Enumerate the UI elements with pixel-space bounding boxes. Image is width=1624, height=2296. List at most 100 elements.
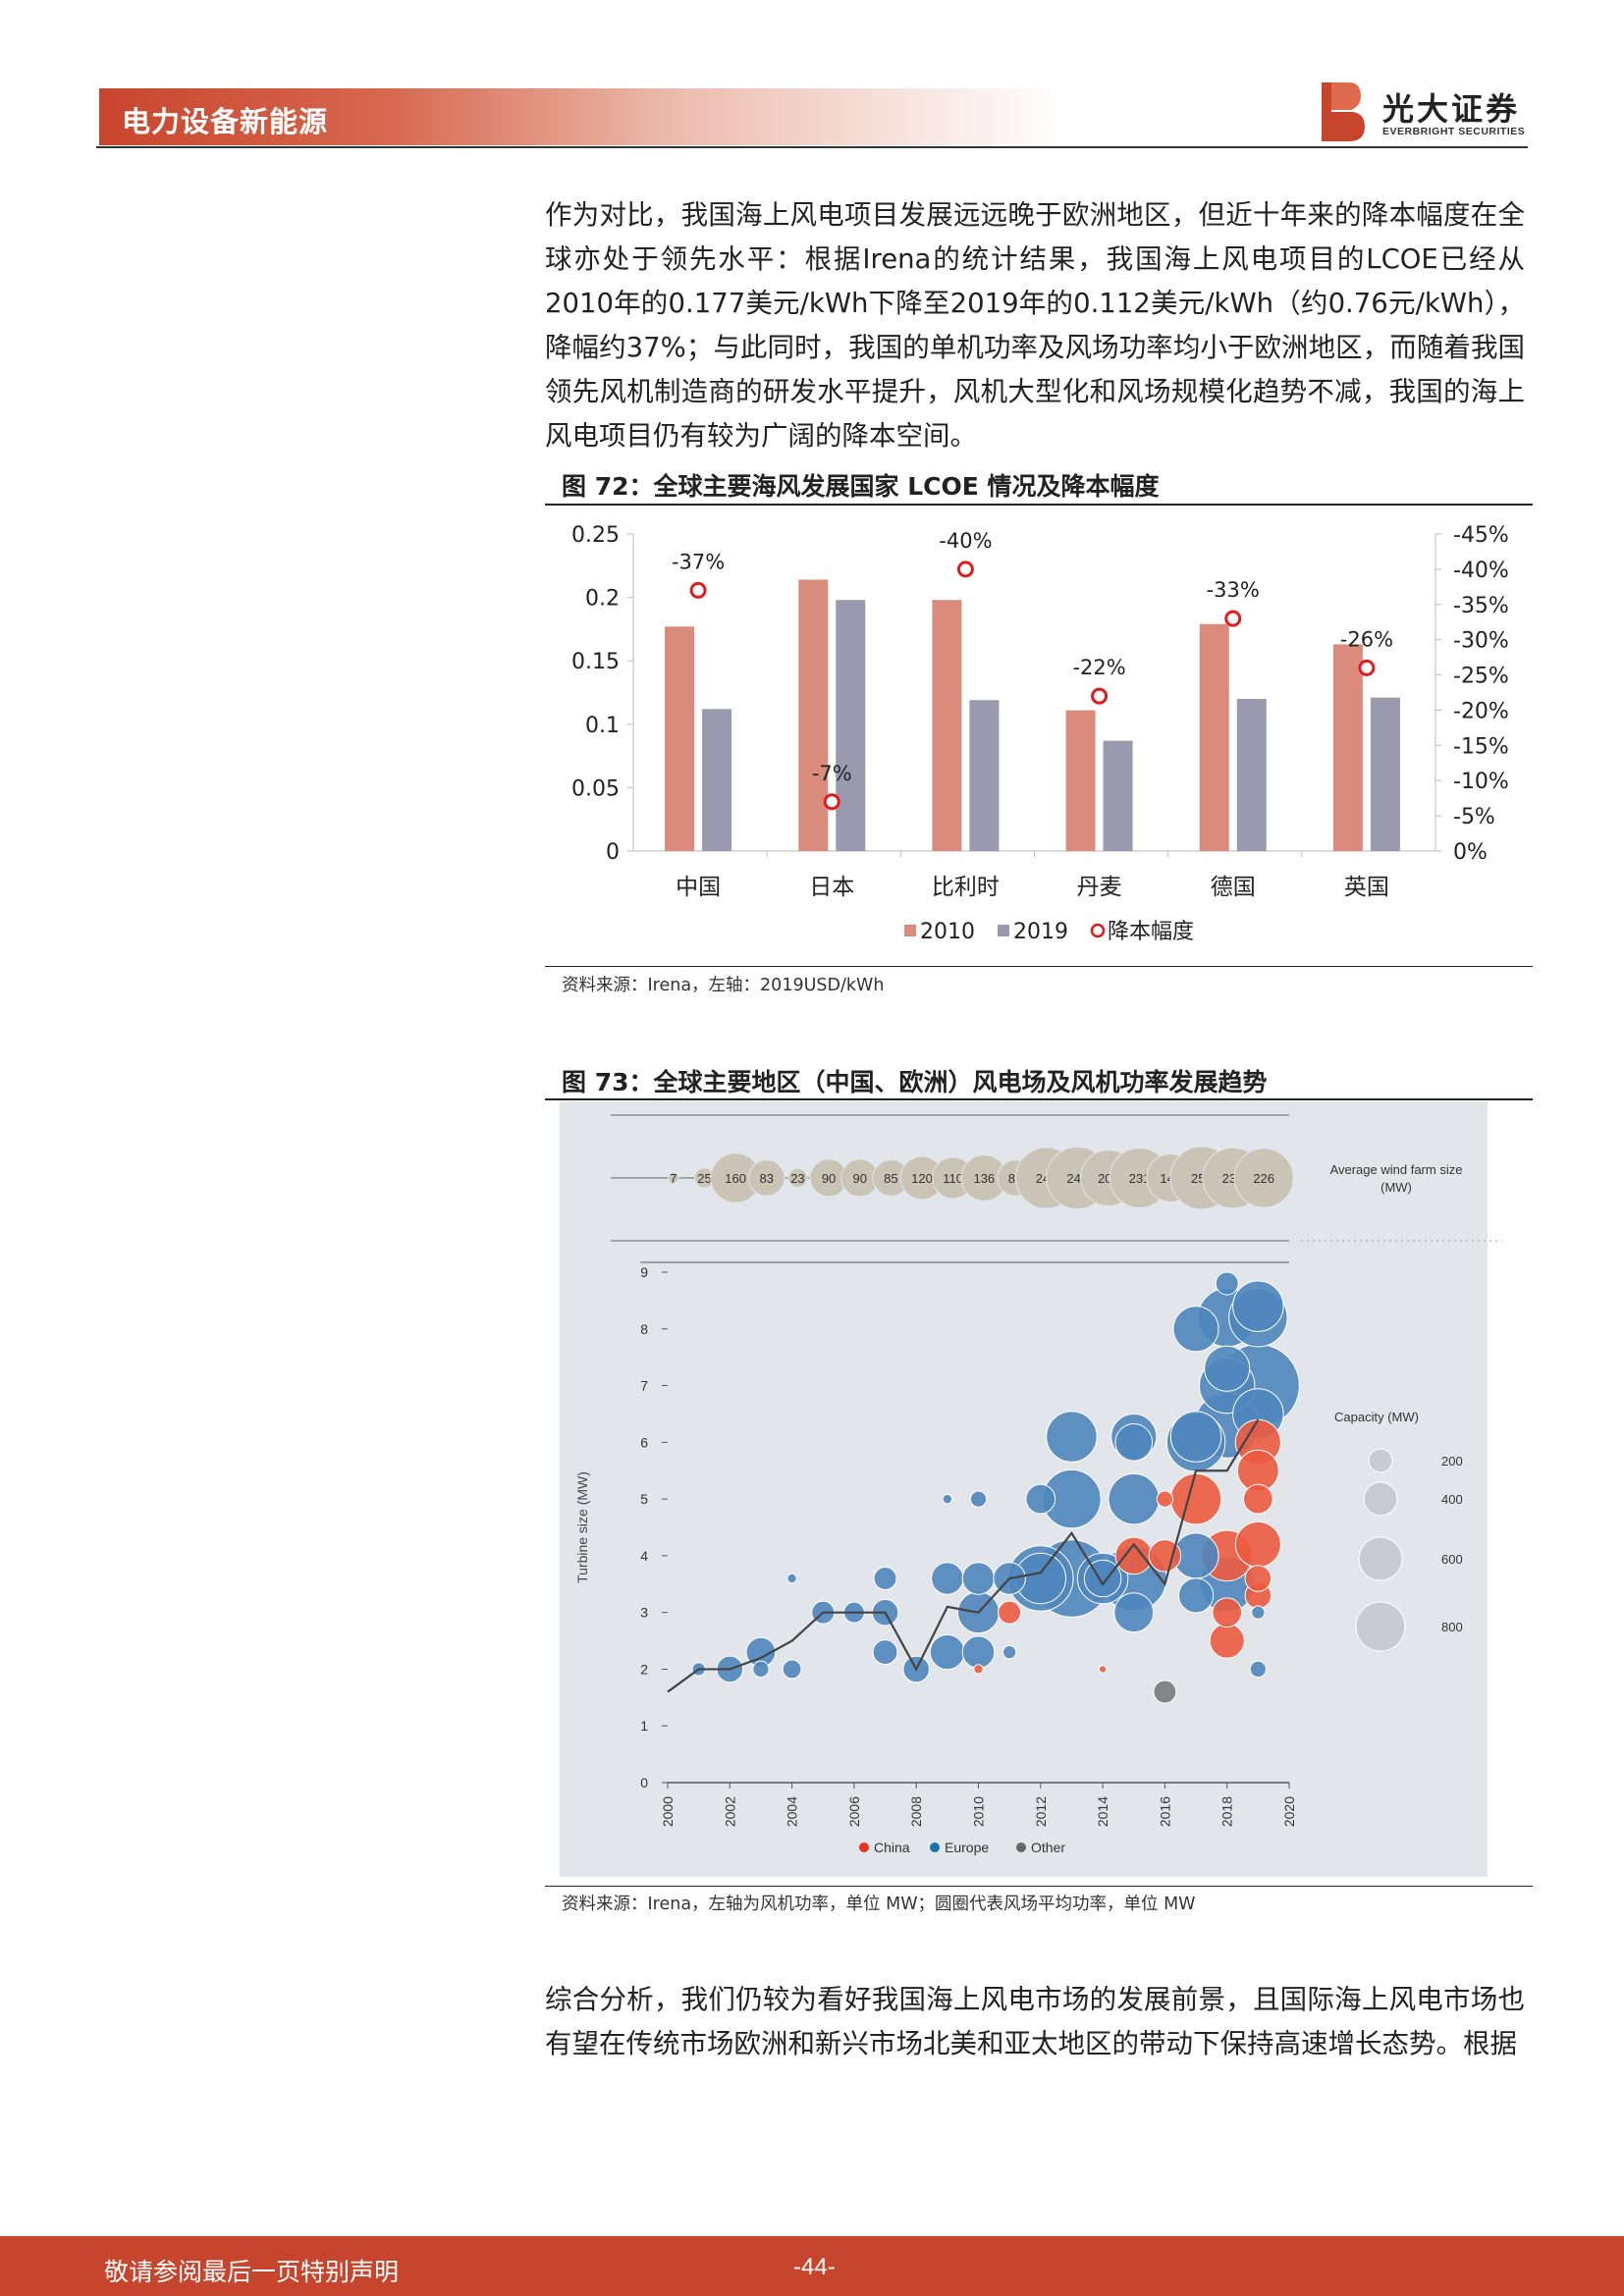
turbine-size-bubble-chart: 7251608323909085120110136832412492012311… bbox=[560, 1101, 1502, 1877]
y-tick-label: 0 bbox=[606, 840, 620, 865]
bar-2010 bbox=[932, 600, 962, 851]
legend-dot-europe bbox=[930, 1842, 940, 1852]
footer-band bbox=[0, 2236, 1624, 2296]
reduction-label: -37% bbox=[672, 550, 725, 573]
reduction-label: -33% bbox=[1207, 578, 1260, 602]
turbine-bubble-europe bbox=[931, 1562, 964, 1595]
reduction-label: -22% bbox=[1072, 656, 1125, 679]
turbine-bubble-europe bbox=[929, 1634, 965, 1671]
y-tick-label: 0.05 bbox=[571, 776, 620, 801]
x-tick-label: 2000 bbox=[660, 1796, 676, 1827]
legend-swatch-2010 bbox=[904, 925, 916, 936]
header-rule bbox=[96, 146, 1528, 148]
turbine-bubble-europe bbox=[1114, 1423, 1154, 1462]
category-label: 德国 bbox=[1211, 875, 1256, 900]
farm-size-label: 231 bbox=[1129, 1171, 1151, 1186]
bar-2019 bbox=[1103, 740, 1133, 851]
turbine-bubble-europe bbox=[1083, 1559, 1122, 1598]
farm-size-label: 90 bbox=[822, 1171, 836, 1186]
turbine-bubble-europe bbox=[961, 1635, 996, 1669]
category-label: 中国 bbox=[676, 875, 721, 900]
bar-2010 bbox=[798, 579, 829, 851]
turbine-bubble-china bbox=[1234, 1521, 1281, 1568]
y2-tick-label: 0% bbox=[1453, 840, 1488, 865]
reduction-label: -7% bbox=[812, 762, 852, 785]
reduction-label: -40% bbox=[939, 529, 992, 553]
x-tick-label: 2008 bbox=[908, 1796, 924, 1827]
x-tick-label: 2002 bbox=[722, 1796, 737, 1827]
y2-tick-label: -35% bbox=[1453, 594, 1509, 618]
y2-tick-label: -5% bbox=[1453, 805, 1495, 829]
figure-72-source: 资料来源：Irena，左轴：2019USD/kWh bbox=[562, 976, 885, 995]
y2-tick-label: -30% bbox=[1453, 629, 1509, 654]
figure-73-source: 资料来源：Irena，左轴为风机功率，单位 MW；圆圈代表风场平均功率，单位 M… bbox=[562, 1895, 1196, 1914]
logo-chinese-name: 光大证券 bbox=[1382, 90, 1521, 128]
farm-size-label: 83 bbox=[760, 1171, 774, 1186]
y-tick-label: 6 bbox=[640, 1434, 648, 1450]
chart-background bbox=[560, 1101, 1488, 1877]
size-legend-bubble bbox=[1358, 1536, 1403, 1581]
x-tick-label: 2006 bbox=[846, 1796, 862, 1827]
reduction-label: -26% bbox=[1340, 627, 1393, 651]
legend-dot-other bbox=[1016, 1842, 1026, 1852]
y2-tick-label: -10% bbox=[1453, 770, 1509, 794]
y2-tick-label: -20% bbox=[1453, 699, 1509, 723]
legend-label-2019: 2019 bbox=[1013, 920, 1068, 944]
y2-tick-label: -15% bbox=[1453, 734, 1509, 759]
legend-label-reduction: 降本幅度 bbox=[1108, 920, 1194, 944]
x-tick-label: 2010 bbox=[971, 1796, 987, 1827]
top-row-legend-line1: Average wind farm size bbox=[1330, 1162, 1463, 1177]
y-tick-label: 0.15 bbox=[571, 650, 620, 674]
farm-size-label: 136 bbox=[973, 1171, 995, 1186]
page-number: -44- bbox=[793, 2254, 836, 2280]
turbine-bubble-europe bbox=[872, 1639, 898, 1666]
turbine-bubble-europe bbox=[969, 1490, 988, 1508]
turbine-bubble-europe bbox=[961, 1562, 996, 1595]
farm-size-label: 226 bbox=[1253, 1171, 1274, 1186]
x-tick-label: 2014 bbox=[1095, 1796, 1110, 1827]
bar-2019 bbox=[1370, 697, 1400, 851]
category-label: 日本 bbox=[809, 875, 854, 900]
figure-72-title: 图 72：全球主要海风发展国家 LCOE 情况及降本幅度 bbox=[562, 472, 1160, 501]
footer-disclaimer: 敬请参阅最后一页特别声明 bbox=[104, 2258, 400, 2286]
turbine-bubble-china bbox=[1169, 1472, 1222, 1525]
y2-tick-label: -45% bbox=[1453, 523, 1509, 548]
size-legend-bubble bbox=[1368, 1448, 1393, 1473]
turbine-bubble-china bbox=[1244, 1565, 1272, 1592]
farm-size-bubble bbox=[787, 1167, 808, 1189]
category-label: 比利时 bbox=[932, 875, 1000, 900]
figure-72-top-rule bbox=[545, 504, 1533, 506]
header-band bbox=[99, 88, 1061, 145]
turbine-bubble-china bbox=[1212, 1597, 1243, 1629]
body-paragraph-2: 综合分析，我们仍较为看好我国海上风电市场的发展前景，且国际海上风电市场也有望在传… bbox=[545, 1984, 1525, 2059]
figure-72-bottom-rule bbox=[545, 966, 1533, 967]
farm-size-label: 23 bbox=[790, 1171, 804, 1186]
turbine-bubble-europe bbox=[1177, 1577, 1215, 1614]
reduction-marker bbox=[823, 793, 840, 811]
legend-label-china: China bbox=[874, 1840, 910, 1855]
turbine-bubble-china bbox=[1098, 1665, 1108, 1674]
turbine-bubble-europe bbox=[1113, 1592, 1155, 1633]
y2-tick-label: -25% bbox=[1453, 665, 1509, 689]
figure-73-title: 图 73：全球主要地区（中国、欧洲）风电场及风机功率发展趋势 bbox=[562, 1068, 1268, 1096]
reduction-marker bbox=[689, 581, 707, 599]
size-legend-bubble bbox=[1363, 1481, 1398, 1517]
bar-2019 bbox=[836, 600, 866, 851]
bar-2010 bbox=[1332, 644, 1363, 851]
y2-tick-label: -40% bbox=[1453, 559, 1509, 583]
farm-size-bubble bbox=[748, 1159, 785, 1197]
size-legend-label: 400 bbox=[1441, 1492, 1463, 1507]
y-tick-label: 0.1 bbox=[585, 714, 620, 738]
farm-size-bubble bbox=[1233, 1148, 1294, 1208]
body-paragraph-1: 作为对比，我国海上风电项目发展远远晚于欧洲地区，但近十年来的降本幅度在全球亦处于… bbox=[545, 199, 1525, 452]
y-tick-label: 2 bbox=[640, 1661, 648, 1677]
bar-2010 bbox=[665, 626, 695, 851]
turbine-bubble-china bbox=[1209, 1623, 1245, 1659]
logo-english-name: EVERBRIGHT SECURITIES bbox=[1382, 126, 1526, 137]
everbright-logo-icon bbox=[1322, 82, 1365, 141]
section-title: 电力设备新能源 bbox=[122, 105, 329, 138]
y-tick-label: 8 bbox=[640, 1321, 648, 1337]
lcoe-bar-chart: 0 0.05 0.1 0.15 0.2 0.25 0% -5% -10% -15% -20% -25%… bbox=[571, 523, 1509, 944]
turbine-bubble-europe bbox=[1172, 1306, 1219, 1353]
reduction-marker bbox=[1358, 659, 1376, 676]
